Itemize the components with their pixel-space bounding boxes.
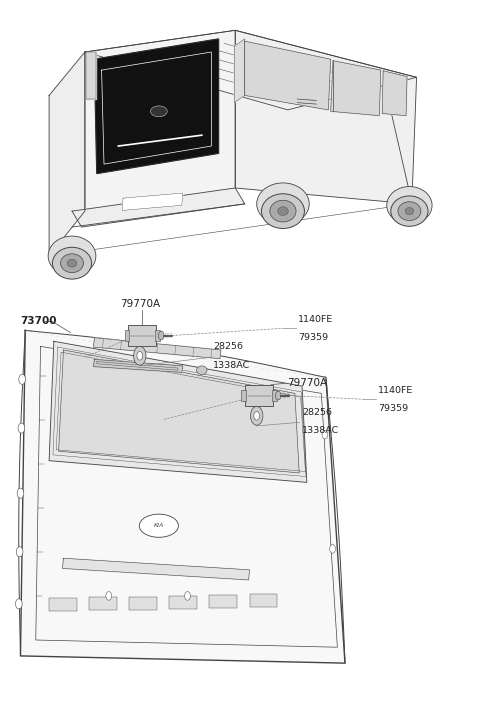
Circle shape bbox=[133, 346, 146, 365]
Text: 79770A: 79770A bbox=[287, 378, 327, 388]
Circle shape bbox=[16, 547, 23, 557]
FancyBboxPatch shape bbox=[128, 325, 156, 346]
Polygon shape bbox=[21, 330, 345, 663]
Polygon shape bbox=[85, 30, 235, 211]
Text: 28256: 28256 bbox=[213, 343, 243, 351]
Bar bbox=[89, 597, 117, 611]
Text: 28256: 28256 bbox=[302, 407, 332, 417]
Polygon shape bbox=[59, 350, 299, 473]
Text: 73700: 73700 bbox=[21, 316, 57, 326]
Bar bbox=[49, 598, 77, 611]
Ellipse shape bbox=[67, 259, 77, 267]
Ellipse shape bbox=[270, 200, 296, 222]
Ellipse shape bbox=[262, 194, 304, 229]
Polygon shape bbox=[86, 52, 96, 99]
Polygon shape bbox=[49, 341, 307, 482]
Ellipse shape bbox=[398, 202, 421, 221]
Ellipse shape bbox=[151, 106, 167, 117]
Text: KIA: KIA bbox=[154, 523, 164, 529]
Text: 1140FE: 1140FE bbox=[378, 386, 414, 395]
Bar bbox=[129, 597, 157, 610]
Polygon shape bbox=[72, 188, 245, 227]
Text: 79359: 79359 bbox=[298, 333, 328, 343]
Circle shape bbox=[158, 331, 164, 340]
Polygon shape bbox=[49, 52, 85, 256]
Bar bbox=[209, 595, 237, 608]
Ellipse shape bbox=[387, 187, 432, 224]
FancyBboxPatch shape bbox=[245, 385, 274, 407]
Circle shape bbox=[276, 391, 281, 400]
Circle shape bbox=[137, 351, 143, 360]
Ellipse shape bbox=[197, 366, 207, 375]
Circle shape bbox=[106, 592, 112, 600]
Ellipse shape bbox=[405, 208, 414, 215]
Circle shape bbox=[19, 374, 25, 384]
Polygon shape bbox=[122, 193, 183, 211]
Bar bbox=[250, 595, 277, 608]
Polygon shape bbox=[234, 39, 245, 102]
Ellipse shape bbox=[391, 196, 428, 227]
Text: 1338AC: 1338AC bbox=[213, 361, 251, 370]
Text: 79359: 79359 bbox=[378, 404, 408, 413]
Polygon shape bbox=[382, 71, 407, 115]
Bar bbox=[169, 596, 197, 609]
Ellipse shape bbox=[52, 248, 92, 279]
Polygon shape bbox=[62, 558, 250, 580]
Ellipse shape bbox=[60, 254, 84, 272]
Bar bbox=[241, 391, 246, 401]
Bar bbox=[155, 330, 160, 340]
Circle shape bbox=[330, 544, 336, 553]
Circle shape bbox=[322, 431, 328, 439]
Circle shape bbox=[15, 599, 22, 609]
Polygon shape bbox=[331, 61, 381, 115]
Polygon shape bbox=[95, 39, 218, 174]
Text: 1140FE: 1140FE bbox=[298, 315, 334, 324]
Text: 1338AC: 1338AC bbox=[302, 426, 339, 435]
Polygon shape bbox=[94, 359, 183, 372]
Bar bbox=[272, 391, 277, 401]
Text: 79770A: 79770A bbox=[120, 300, 160, 309]
Ellipse shape bbox=[48, 236, 96, 276]
Ellipse shape bbox=[139, 514, 179, 537]
Circle shape bbox=[254, 412, 260, 420]
Polygon shape bbox=[94, 338, 221, 359]
Ellipse shape bbox=[257, 183, 309, 225]
Circle shape bbox=[17, 488, 24, 498]
Ellipse shape bbox=[278, 207, 288, 216]
Circle shape bbox=[18, 423, 25, 433]
Polygon shape bbox=[245, 41, 331, 110]
Polygon shape bbox=[235, 30, 417, 204]
Polygon shape bbox=[85, 30, 417, 110]
Circle shape bbox=[185, 592, 191, 600]
Circle shape bbox=[251, 407, 263, 425]
Bar bbox=[124, 330, 129, 340]
